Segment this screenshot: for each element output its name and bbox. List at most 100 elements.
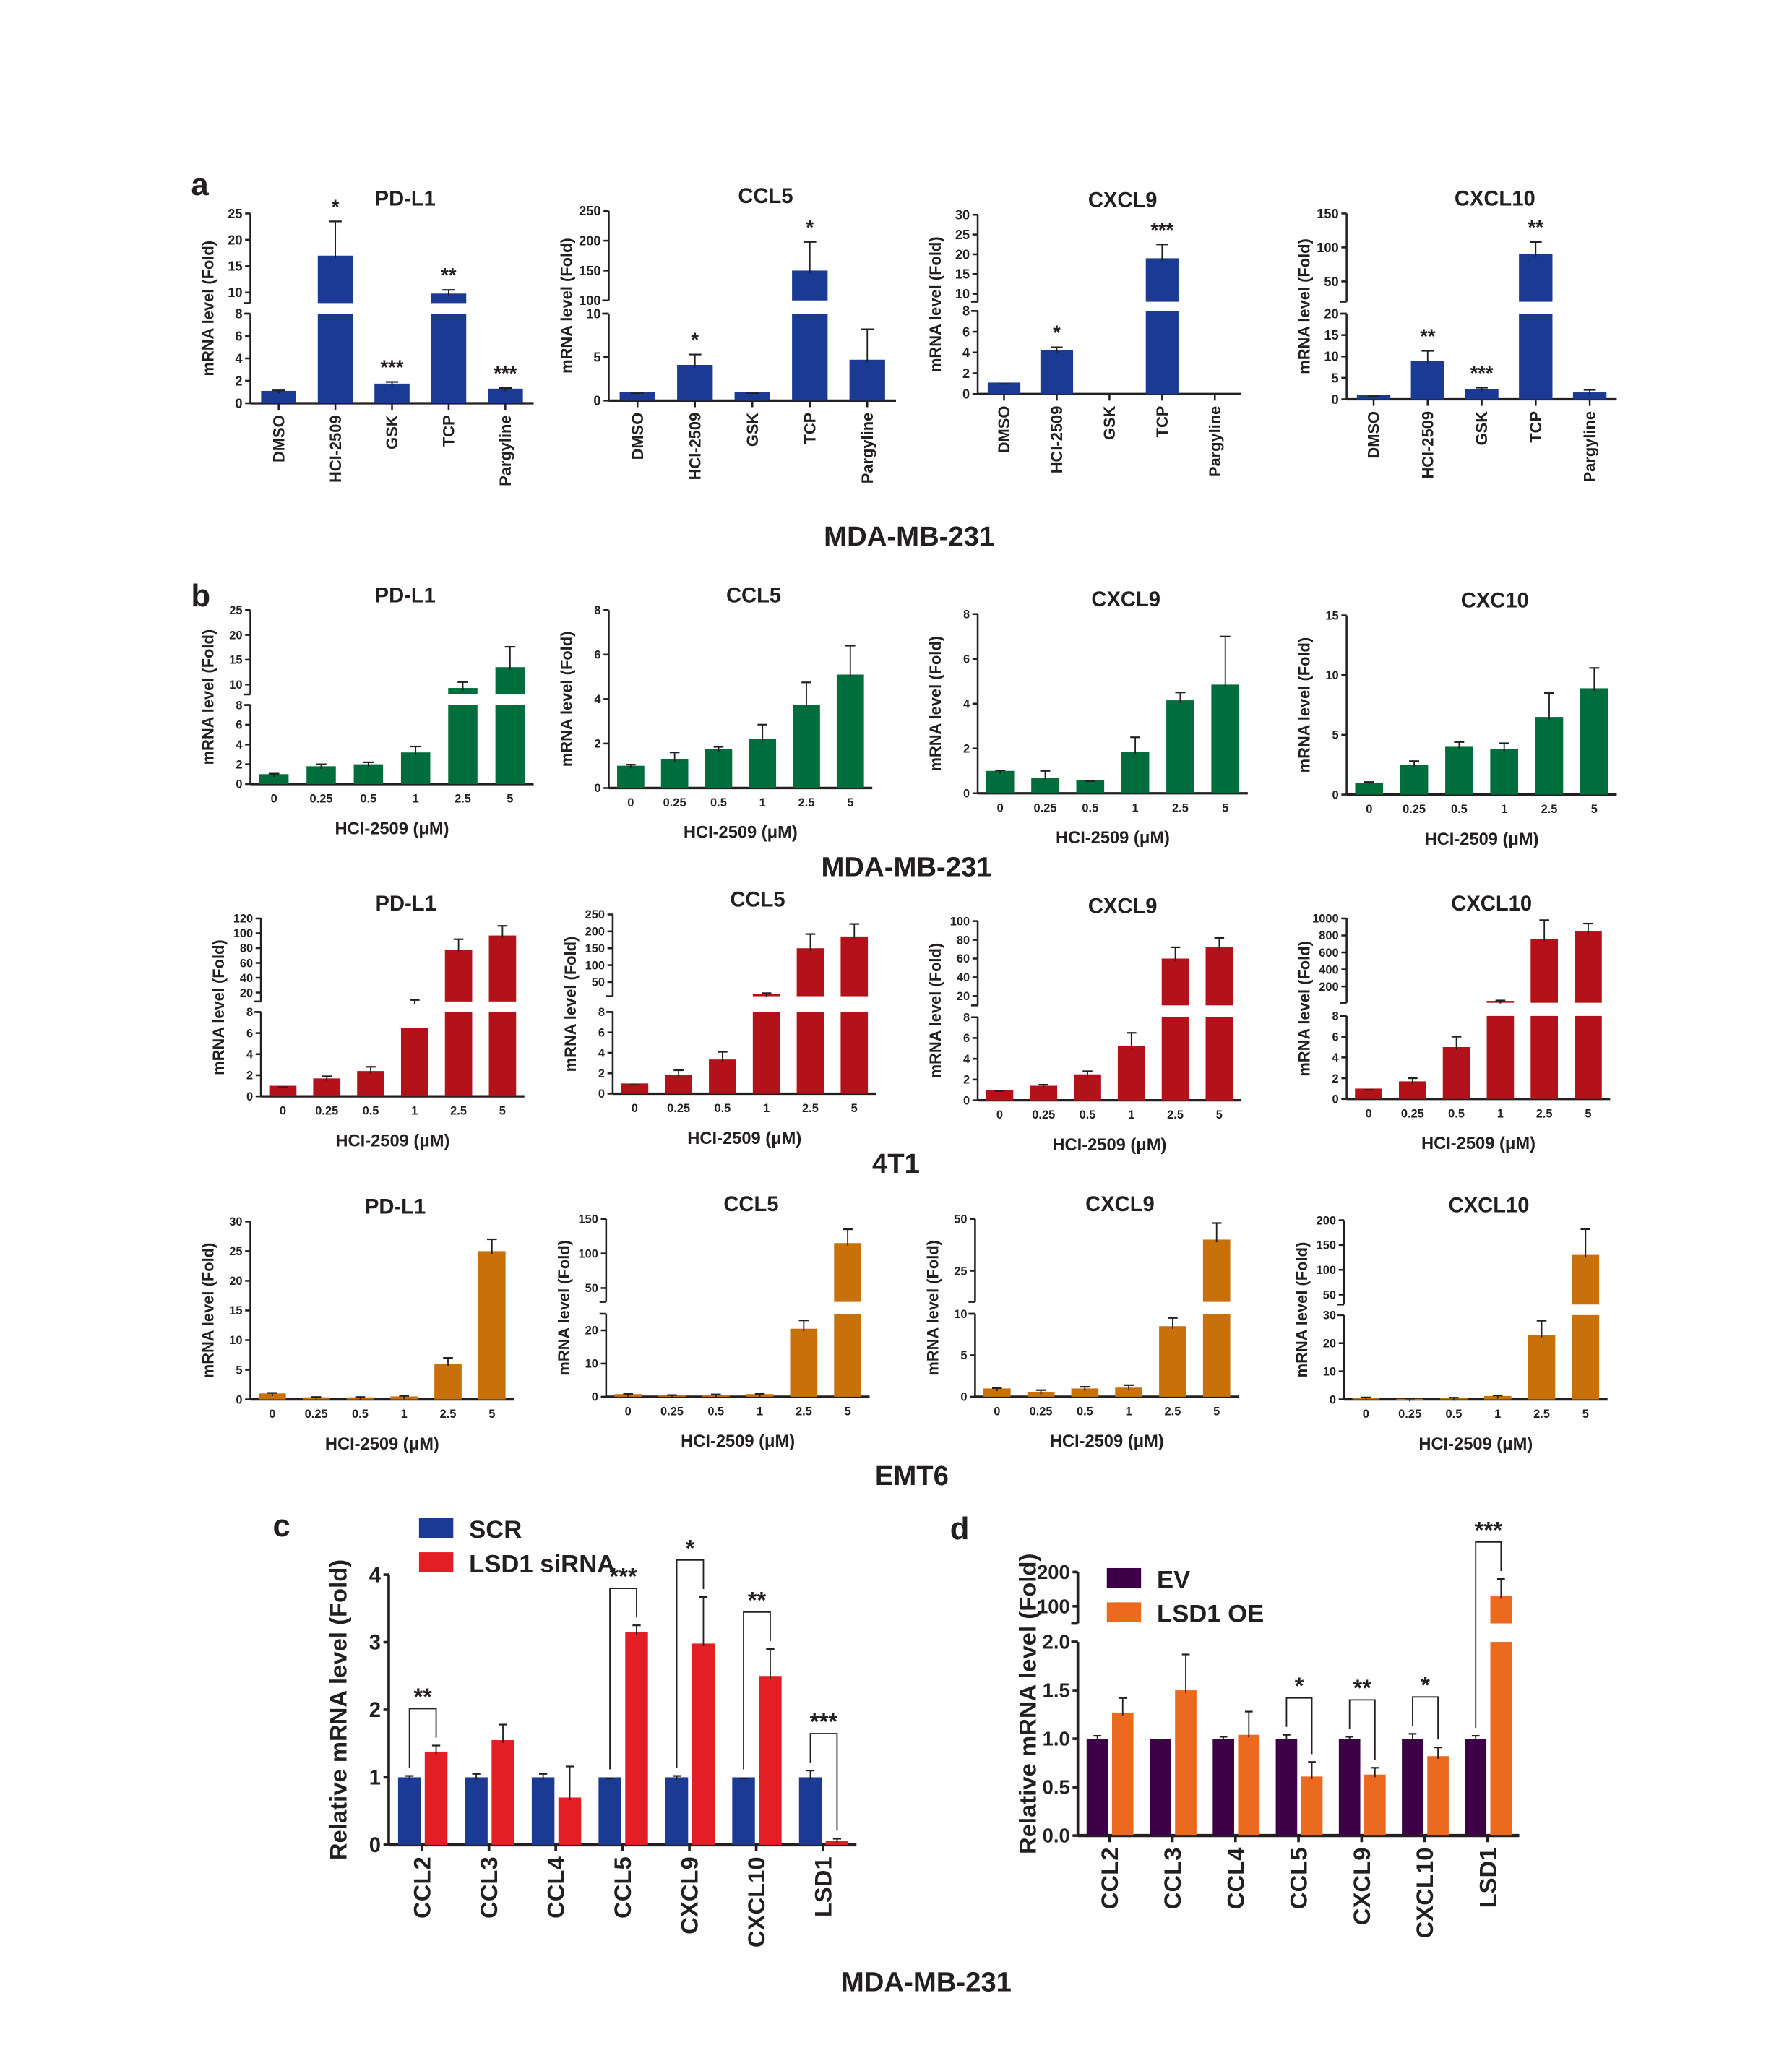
x-tick-label: 0.25 [1398, 1408, 1421, 1421]
y-tick-label: 0 [963, 787, 970, 800]
y-tick-label: 10 [954, 1308, 967, 1321]
cell-line-label: EMT6 [875, 1460, 949, 1492]
cell-line-label: MDA-MB-231 [822, 852, 992, 883]
x-tick-label: 0 [627, 796, 634, 809]
x-tick-label: HCI-2509 [327, 415, 345, 483]
x-tick-label: 1 [411, 1105, 418, 1118]
bar [259, 1393, 286, 1400]
y-tick-label: 0 [592, 1391, 598, 1404]
y-tick-label: 1.5 [1043, 1679, 1070, 1702]
bar [1572, 1314, 1600, 1400]
y-tick-label: 0 [246, 1090, 253, 1103]
x-tick-label: 1 [1497, 1107, 1504, 1120]
x-tick-label: CXCL10 [1411, 1848, 1438, 1939]
y-tick-label: 25 [229, 1245, 242, 1258]
bar [986, 770, 1015, 793]
y-tick-label: 150 [579, 1213, 598, 1226]
chart-title: PD-L1 [376, 892, 436, 916]
y-tick-label: 5 [593, 350, 600, 365]
y-tick-label: 25 [954, 1265, 967, 1278]
y-tick-label: 10 [1323, 1365, 1336, 1378]
bar [1364, 1774, 1386, 1836]
y-tick-label: 0 [963, 1094, 970, 1107]
significance-bracket [809, 1733, 838, 1831]
y-tick-label: 15 [1324, 327, 1338, 343]
x-tick-label: 2.5 [1533, 1408, 1550, 1421]
bar [660, 759, 689, 788]
bar [1205, 947, 1233, 1006]
significance-label: *** [494, 362, 517, 384]
y-tick-label: 8 [1332, 1010, 1339, 1023]
y-tick-label: 2 [369, 1699, 381, 1722]
x-tick-label: 5 [1591, 803, 1598, 816]
x-tick-label: GSK [744, 413, 762, 447]
chart-a-cxcl10: 0 5 10 15 20 50 100 150 CXCL10 mRNA level (Fold) D… [1296, 187, 1617, 482]
y-tick-label: 10 [228, 285, 242, 300]
y-axis-label: mRNA level (Fold) [199, 629, 217, 765]
y-tick-label: 8 [963, 1011, 970, 1024]
chart-title: PD-L1 [375, 584, 436, 607]
bar [531, 1777, 555, 1845]
y-axis-label: mRNA level (Fold) [210, 939, 228, 1075]
x-axis-label: HCI-2509 (μM) [335, 819, 449, 838]
y-tick-label: 30 [955, 207, 970, 223]
y-tick-label: 250 [579, 203, 600, 218]
y-tick-label: 6 [963, 653, 970, 666]
x-tick-label: LSD1 [1474, 1848, 1501, 1908]
x-axis-label: HCI-2509 (μM) [684, 824, 798, 843]
significance-bracket [743, 1611, 771, 1770]
y-tick-label: 2 [235, 373, 242, 388]
bar [491, 1740, 514, 1845]
y-tick-label: 4 [963, 1053, 970, 1066]
y-tick-label: 150 [1317, 1239, 1336, 1252]
x-axis-label: HCI-2509 (μM) [335, 1132, 449, 1150]
legend-swatch [418, 1552, 454, 1572]
x-tick-label: 0.25 [1030, 1405, 1053, 1418]
panel-label-b: b [191, 578, 210, 614]
x-tick-label: 0.5 [1448, 1107, 1465, 1120]
y-tick-label: 4 [236, 739, 243, 752]
bar [444, 1012, 473, 1097]
cell-line-label: MDA-MB-231 [841, 1966, 1012, 1997]
y-axis-label: mRNA level (Fold) [199, 1243, 217, 1379]
y-axis-label: mRNA level (Fold) [557, 632, 575, 767]
bar [732, 1777, 755, 1845]
chart-a-pdl1: 0 2 4 6 8 10 15 20 25 PD-L1 mRNA level (Fold) DMSO H… [199, 187, 534, 486]
x-tick-label: GSK [383, 415, 401, 449]
bar [488, 935, 517, 1002]
y-tick-label: 10 [229, 679, 242, 692]
y-tick-label: 6 [1332, 1030, 1339, 1043]
y-tick-label: 15 [1325, 609, 1338, 622]
x-tick-label: HCI-2509 [686, 413, 704, 481]
bar [269, 1085, 297, 1097]
chart-b1-ccl5: 0 2 4 6 8 CCL5 mRNA level (Fold) HCI-2509 (μM) 0… [557, 584, 873, 843]
x-tick-label: 2.5 [1167, 1109, 1184, 1122]
x-tick-label: 0.5 [715, 1102, 731, 1115]
y-tick-label: 0 [593, 393, 600, 408]
chart-c: 0 1 2 3 4 Relative mRNA level (Fold) CCL2 ** CCL… [325, 1516, 857, 1947]
bar [790, 1328, 818, 1397]
bar [836, 674, 864, 788]
y-tick-label: 60 [240, 957, 253, 970]
bar [495, 667, 525, 694]
bar [488, 388, 523, 403]
x-tick-label: 0.25 [1032, 1109, 1055, 1122]
x-tick-label: CCL3 [1159, 1848, 1186, 1910]
y-axis-label: Relative mRNA level (Fold) [325, 1559, 352, 1860]
y-tick-label: 0 [1330, 1393, 1336, 1406]
bar [1166, 700, 1194, 793]
bar [617, 765, 645, 788]
x-axis-label: HCI-2509 (μM) [681, 1432, 795, 1451]
chart-title: CXCL10 [1449, 1195, 1530, 1218]
y-axis-label: mRNA level (Fold) [1296, 941, 1314, 1077]
x-tick-label: 5 [1582, 1408, 1589, 1421]
bar [705, 749, 733, 788]
y-tick-label: 100 [1317, 1264, 1336, 1277]
y-tick-label: 0 [1332, 788, 1339, 801]
bar [840, 936, 869, 997]
x-tick-label: 2.5 [1536, 1107, 1553, 1120]
bar [465, 1777, 488, 1845]
bar [1530, 1015, 1559, 1099]
